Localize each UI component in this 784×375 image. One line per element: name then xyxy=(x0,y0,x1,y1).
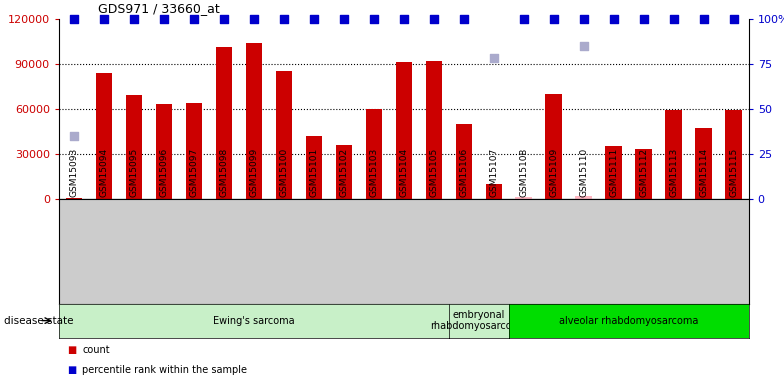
Bar xyxy=(275,71,292,199)
Text: percentile rank within the sample: percentile rank within the sample xyxy=(82,365,247,375)
Point xyxy=(278,16,290,22)
Bar xyxy=(636,149,652,199)
Bar xyxy=(516,197,532,199)
Bar xyxy=(245,43,262,199)
Point xyxy=(248,16,260,22)
Point xyxy=(187,16,200,22)
Text: embryonal
rhabdomyosarcoma: embryonal rhabdomyosarcoma xyxy=(430,310,528,332)
Point xyxy=(337,16,350,22)
Point xyxy=(547,16,560,22)
Point xyxy=(67,16,80,22)
Bar xyxy=(96,73,112,199)
Text: count: count xyxy=(82,345,110,355)
Text: disease state: disease state xyxy=(4,316,74,326)
Bar xyxy=(695,128,712,199)
Point xyxy=(608,16,620,22)
Point xyxy=(458,16,470,22)
Point xyxy=(307,16,320,22)
Text: ■: ■ xyxy=(67,365,76,375)
Point xyxy=(667,16,680,22)
Bar xyxy=(605,146,622,199)
Point xyxy=(368,16,380,22)
Point xyxy=(217,16,230,22)
Bar xyxy=(306,136,322,199)
Point xyxy=(67,133,80,139)
Bar xyxy=(155,104,172,199)
Point xyxy=(427,16,440,22)
Point xyxy=(97,16,110,22)
Bar xyxy=(365,109,382,199)
Point xyxy=(488,56,500,62)
Point xyxy=(158,16,170,22)
Bar xyxy=(725,110,742,199)
Bar xyxy=(456,124,472,199)
Bar xyxy=(125,95,142,199)
Text: Ewing's sarcoma: Ewing's sarcoma xyxy=(213,316,295,326)
Point xyxy=(637,16,650,22)
Bar xyxy=(186,103,202,199)
Point xyxy=(517,16,530,22)
Bar xyxy=(395,62,412,199)
Point xyxy=(397,16,410,22)
Point xyxy=(728,16,740,22)
Bar xyxy=(485,184,502,199)
Point xyxy=(578,16,590,22)
Bar xyxy=(426,61,442,199)
Point xyxy=(698,16,710,22)
Text: alveolar rhabdomyosarcoma: alveolar rhabdomyosarcoma xyxy=(559,316,699,326)
Point xyxy=(578,43,590,49)
Bar xyxy=(575,196,592,199)
Text: GDS971 / 33660_at: GDS971 / 33660_at xyxy=(98,2,220,15)
Bar xyxy=(546,94,562,199)
Bar xyxy=(666,110,682,199)
Bar xyxy=(336,145,352,199)
Bar xyxy=(66,198,82,199)
Text: ■: ■ xyxy=(67,345,76,355)
Bar xyxy=(216,47,232,199)
Point xyxy=(128,16,140,22)
